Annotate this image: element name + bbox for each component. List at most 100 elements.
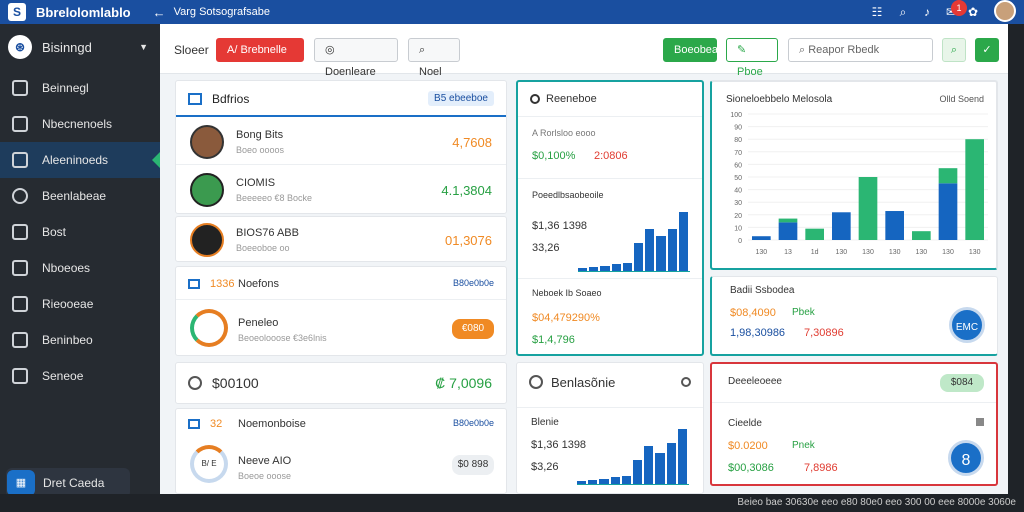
task-pill[interactable]: €080 (452, 319, 494, 339)
sidebar-item-2[interactable]: Aleeninoeds (0, 142, 160, 178)
app-logo: S (8, 3, 26, 21)
card-title: Noefons (238, 278, 279, 290)
filter-button[interactable]: ⌕ Noel (408, 38, 460, 78)
circle-icon (530, 94, 540, 104)
sidebar-item-5[interactable]: Nboeoes (0, 250, 160, 286)
mini-chart-bar (600, 266, 610, 271)
alert-v3: 7,8986 (804, 462, 838, 474)
mini-chart-bar (633, 459, 643, 484)
total-card: $00100 ₡ 7,0096 (175, 362, 507, 404)
card-badge: B80e0b0e (452, 418, 494, 428)
search-input[interactable]: ⌕ Reapor Rbedk (788, 38, 933, 62)
chart-bar (938, 168, 958, 184)
sidebar-item-6[interactable]: Rieooeae (0, 286, 160, 322)
sidebar-item-label: Bost (42, 225, 67, 239)
card-title: Bdfrios (212, 92, 250, 106)
radio-icon[interactable] (681, 377, 691, 387)
square-icon (976, 418, 984, 426)
sidebar-footer-button[interactable]: ▦ Dret Caeda (6, 468, 130, 498)
bar-chart: 0 10 20 30 40 50 60 70 80 90 100 130 13 1d 130 130 130 13… (730, 112, 988, 256)
card-title: Noemonboise (238, 418, 306, 430)
brand-name: Bisinngd (42, 39, 92, 55)
list-icon (188, 93, 202, 105)
x-tick-label: 130 (835, 249, 847, 256)
y-tick-label: 60 (734, 162, 742, 169)
row-name: Bong Bits (236, 129, 284, 141)
user-avatar[interactable] (994, 0, 1016, 22)
chart-bar (885, 211, 904, 240)
green-button[interactable]: Boeobea (663, 38, 718, 62)
mini-chart-bar (655, 453, 665, 484)
list-icon (188, 419, 200, 429)
chart-bar (805, 228, 824, 240)
revenue-v5: $04,479290% (532, 312, 600, 324)
x-tick-label: 130 (942, 249, 954, 256)
clients-card: Bdfrios B5 ebeeboe Bong Bits Boeo oooos … (175, 80, 507, 214)
total-value: ₡ 7,0096 (435, 375, 492, 391)
sidebar-item-8[interactable]: Seneoe (0, 358, 160, 394)
home-icon (12, 368, 28, 384)
y-tick-label: 40 (734, 188, 742, 195)
list-item[interactable]: CIOMIS Beeeeeo €8 Bocke 4.1,3804 (176, 165, 506, 213)
primary-button[interactable]: A/ Brebnelle (216, 38, 304, 62)
alert-pill[interactable]: $084 (940, 374, 984, 392)
alert-card: Deeeleoeee $084 Cieelde $0.0200 Pnek $00… (710, 362, 998, 486)
select-value: Doenleare (325, 66, 376, 78)
card-title: Reeneboe (546, 93, 597, 105)
search-icon[interactable]: ⌕ (942, 38, 966, 62)
bell-icon[interactable]: ♪ (924, 5, 930, 19)
users-icon (12, 296, 28, 312)
stats-badge[interactable]: EMC (949, 307, 985, 343)
check-button[interactable]: ✓ (975, 38, 999, 62)
sidebar-item-0[interactable]: Beinnegl (0, 70, 160, 106)
y-tick-label: 50 (734, 175, 742, 182)
sidebar-item-7[interactable]: Beninbeo (0, 322, 160, 358)
chart-bar (858, 177, 878, 240)
settings-icon[interactable]: ✿ (967, 5, 979, 19)
mini-chart-bar (622, 262, 632, 271)
chart-card: Sioneloebbelo Melosola Olld Soend 0 10 20 3… (710, 80, 998, 270)
revenue-v3: $1,36 1398 (532, 220, 588, 232)
y-tick-label: 0 (738, 238, 742, 245)
list-item[interactable]: Bong Bits Boeo oooos 4,7608 (176, 117, 506, 165)
sidebar-item-1[interactable]: Nbecnenoels (0, 106, 160, 142)
sidebar: ⊛ Bisinngd ▼ Beinnegl Nbecnenoels Aleeni… (0, 24, 160, 512)
chart-link[interactable]: Olld Soend (939, 94, 984, 104)
select-dropdown[interactable]: ◎ Doenleare (314, 38, 398, 78)
mini-chart-bar (611, 264, 621, 271)
back-icon[interactable]: ← (152, 4, 166, 20)
row-name: BIOS76 ABB (236, 227, 299, 239)
search-icon[interactable]: ⌕ (899, 5, 907, 19)
status-footer: Beieo bae 30630e eeo e80 80e0 eeo 300 00… (0, 494, 1024, 512)
chevron-down-icon[interactable]: ▼ (139, 42, 148, 52)
stats-card: Badii Ssbodea $08,4090 Pbek 1,98,30986 7… (710, 276, 998, 356)
mini-chart-bar (588, 479, 598, 484)
member-chip[interactable]: $0 898 (452, 455, 494, 475)
avatar (190, 125, 224, 159)
coin-icon (188, 376, 202, 390)
sidebar-item-4[interactable]: Bost (0, 214, 160, 250)
grid-icon[interactable]: ☷ (871, 5, 883, 19)
report-sub: Blenie (531, 417, 559, 428)
sidebar-brand[interactable]: ⊛ Bisinngd ▼ (0, 24, 160, 70)
outline-button[interactable]: ✎ Pboe (726, 38, 778, 78)
mini-chart-bar (667, 229, 677, 271)
alert-badge[interactable]: 8 (948, 440, 984, 476)
notification-badge: 1 (951, 0, 967, 16)
chart-bar (832, 212, 851, 240)
alert-v1: $0.0200 (728, 440, 768, 452)
list-item-card[interactable]: BIOS76 ABB Boeeoboe oo 01,3076 (175, 216, 507, 262)
revenue-section: Neboek Ib Soaeo (532, 288, 602, 298)
mini-chart-bar (644, 446, 654, 484)
card-divider (176, 299, 506, 300)
alert-title: Deeeleoeee (728, 376, 782, 387)
x-tick-label: 130 (969, 249, 981, 256)
y-tick-label: 10 (734, 225, 742, 232)
notification-icon[interactable]: ✉ (945, 5, 957, 19)
x-tick-label: 130 (755, 249, 767, 256)
sidebar-item-label: Beninbeo (42, 333, 93, 347)
chart-bar (778, 222, 798, 240)
card-divider (712, 402, 996, 403)
sidebar-item-3[interactable]: Beenlabeae (0, 178, 160, 214)
mini-chart-bar (634, 243, 644, 271)
